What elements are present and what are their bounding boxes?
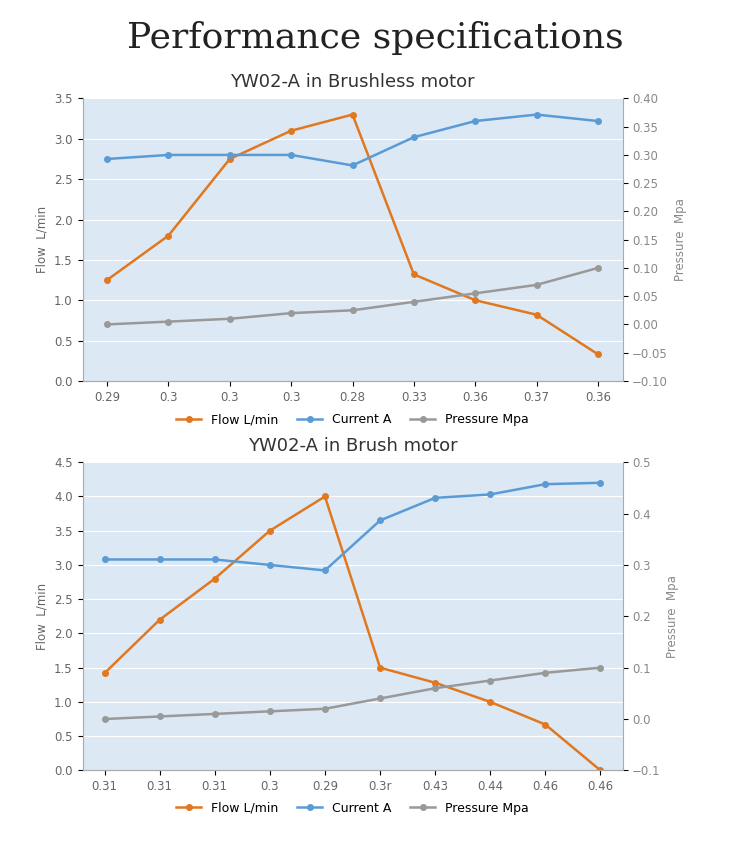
Y-axis label: Pressure  Mpa: Pressure Mpa — [666, 575, 680, 657]
Y-axis label: Pressure  Mpa: Pressure Mpa — [674, 199, 687, 281]
Text: Performance specifications: Performance specifications — [127, 21, 623, 56]
Y-axis label: Flow  L/min: Flow L/min — [35, 583, 49, 650]
Legend: Flow L/min, Current A, Pressure Mpa: Flow L/min, Current A, Pressure Mpa — [171, 408, 534, 431]
Title: YW02-A in Brushless motor: YW02-A in Brushless motor — [230, 74, 475, 92]
Title: YW02-A in Brush motor: YW02-A in Brush motor — [248, 437, 458, 455]
Y-axis label: Flow  L/min: Flow L/min — [35, 206, 49, 273]
Legend: Flow L/min, Current A, Pressure Mpa: Flow L/min, Current A, Pressure Mpa — [171, 797, 534, 819]
